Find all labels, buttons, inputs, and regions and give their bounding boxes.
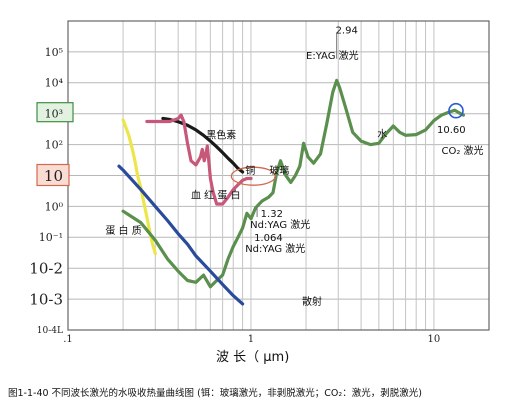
y-tick-label: 10 (44, 167, 63, 185)
annotation-2-94: 2.94 (336, 25, 358, 36)
series-lines (117, 78, 465, 306)
annotation-label: 血 红 蛋 白 (191, 189, 241, 202)
y-tick-labels: 10⁵ 10⁴ 10³ 10² 10 10⁰ 10⁻¹ 10-2 10-3 10-4L (29, 46, 63, 336)
x-tick-label: 1 (248, 334, 254, 345)
y-tick-label: 10⁴ (45, 77, 64, 90)
annotation-1-064: 1.064 (254, 233, 283, 244)
tick-highlights (36, 102, 74, 187)
annotation-nd-yag: Nd:YAG 激光 (245, 242, 305, 255)
y-tick-label: 10-3 (29, 290, 63, 308)
annotation-label: 铜 (245, 165, 255, 177)
tick-highlight-box (36, 102, 74, 123)
annotation-1-32: 1.32 (261, 209, 283, 220)
y-tick-label: 10⁰ (45, 200, 64, 213)
y-tick-label: 10⁵ (45, 46, 63, 59)
tick-highlight-box (36, 163, 70, 187)
series-line-3 (145, 113, 253, 206)
x-tick-label: 10 (428, 334, 441, 345)
series-line-4 (121, 78, 465, 289)
laser-markers (230, 33, 464, 218)
annotation-nd-yag: Nd:YAG 激光 (250, 218, 310, 231)
y-tick-label: 10³ (45, 108, 63, 121)
y-tick-label: 10-2 (29, 259, 63, 277)
figure-caption: 图1-1-40 不同波长激光的水吸收热量曲线图 (铒：玻璃激光，非剥脱激光；CO… (8, 388, 422, 399)
y-tick-label: 10⁻¹ (39, 231, 63, 244)
annotation-label: 黑色素 (206, 128, 236, 141)
annotation-co: CO₂ 激光 (441, 144, 483, 157)
grid (67, 20, 490, 331)
series-line-2 (161, 116, 245, 174)
x-tick-label: .1 (63, 334, 73, 345)
y-tick-label: 10² (45, 138, 63, 151)
x-tick-labels: .1 1 10 (63, 334, 440, 345)
annotation-label: 散射 (302, 295, 322, 308)
annotation-label: 蛋 白 质 (105, 224, 141, 237)
annotation-10-60: 10.60 (437, 125, 466, 136)
annotation-label: 玻璃 (269, 164, 289, 177)
co2-marker-circle (448, 102, 464, 119)
x-axis-label: 波 长（ μm) (216, 350, 289, 365)
series-line-5 (117, 164, 245, 306)
y-tick-label: 10-4L (37, 326, 63, 336)
glass-laser-highlight (230, 166, 276, 186)
annotation-e-yag: E:YAG 激光 (306, 49, 359, 62)
annotation-label: 水 (377, 128, 387, 140)
